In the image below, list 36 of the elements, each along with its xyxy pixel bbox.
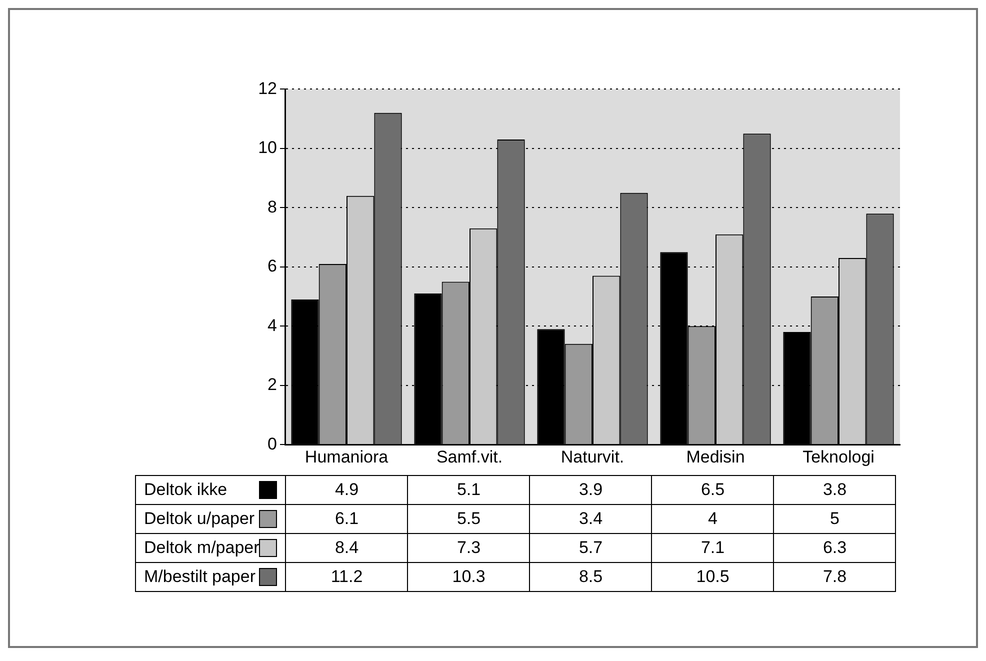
legend-label: Deltok ikke bbox=[144, 480, 228, 500]
x-tick-label: Naturvit. bbox=[560, 447, 624, 466]
data-label: 4.9 bbox=[286, 476, 408, 504]
data-label: 8.4 bbox=[286, 534, 408, 562]
x-tick-label: Medisin bbox=[686, 447, 745, 466]
data-label: 5 bbox=[774, 504, 896, 534]
data-label: 7.8 bbox=[774, 562, 896, 592]
data-label: 7.1 bbox=[652, 534, 774, 562]
y-tick-label: 2 bbox=[268, 375, 277, 394]
x-tick-label: Teknologi bbox=[802, 447, 874, 466]
x-tick-label: Humaniora bbox=[304, 447, 389, 466]
y-tick-label: 10 bbox=[258, 138, 277, 158]
data-label: 10.5 bbox=[652, 562, 774, 592]
data-label: 7.3 bbox=[408, 534, 530, 562]
x-tick-label: Samf.vit. bbox=[436, 447, 503, 466]
data-label: 4 bbox=[652, 504, 774, 534]
y-tick-label: 4 bbox=[268, 316, 277, 335]
data-label: 3.9 bbox=[530, 476, 652, 504]
data-label: 8.5 bbox=[530, 562, 652, 592]
data-label: 3.4 bbox=[530, 504, 652, 534]
data-label: 6.5 bbox=[652, 476, 774, 504]
y-tick-label: 12 bbox=[258, 78, 277, 98]
data-label: 5.5 bbox=[408, 504, 530, 534]
y-tick-label: 0 bbox=[268, 434, 277, 454]
legend-label: M/bestilt paper bbox=[144, 567, 256, 587]
legend-label: Deltok u/paper bbox=[144, 509, 255, 529]
data-label: 10.3 bbox=[408, 562, 530, 592]
data-label: 5.1 bbox=[408, 476, 530, 504]
data-label: 3.8 bbox=[774, 476, 896, 504]
data-label: 6.1 bbox=[286, 504, 408, 534]
y-tick-label: 8 bbox=[268, 197, 277, 216]
data-label: 11.2 bbox=[286, 562, 408, 592]
data-label: 5.7 bbox=[530, 534, 652, 562]
data-label: 6.3 bbox=[774, 534, 896, 562]
legend-label: Deltok m/paper bbox=[144, 538, 260, 558]
y-tick-label: 6 bbox=[268, 256, 277, 276]
